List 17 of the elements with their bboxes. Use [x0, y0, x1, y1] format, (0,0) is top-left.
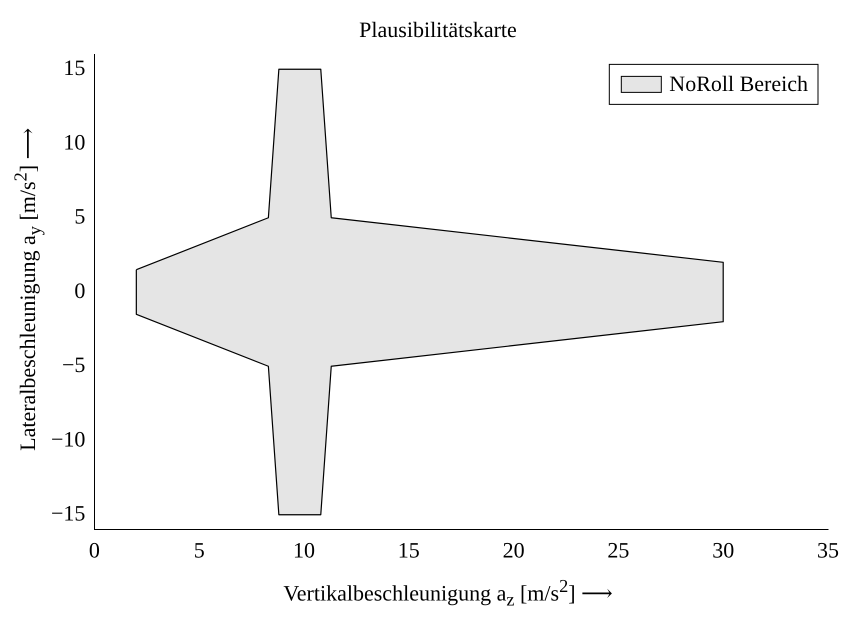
x-tick-label: 35 — [817, 538, 839, 563]
y-tick-label: −10 — [50, 426, 86, 452]
y-tick-label: 0 — [74, 278, 86, 303]
y-tick-label: −15 — [50, 500, 86, 526]
legend-label: NoRoll Bereich — [669, 71, 808, 96]
chart-title: Plausibilitätskarte — [359, 16, 517, 42]
x-tick-label: 15 — [398, 538, 420, 563]
y-tick-label: 10 — [63, 129, 86, 154]
y-tick-label: 5 — [74, 204, 86, 229]
x-tick-label: 30 — [712, 538, 734, 563]
y-tick-label: 15 — [63, 55, 86, 80]
x-tick-label: 20 — [502, 538, 525, 563]
y-tick-label: −5 — [62, 352, 86, 378]
x-tick-label: 10 — [293, 538, 316, 563]
x-axis-title: Vertikalbeschleunigung a$_{z}$ [m/s$^{2}$] ⟶ — [282, 576, 614, 611]
x-tick-label: 5 — [194, 538, 205, 563]
x-tick-label: 25 — [607, 538, 630, 563]
